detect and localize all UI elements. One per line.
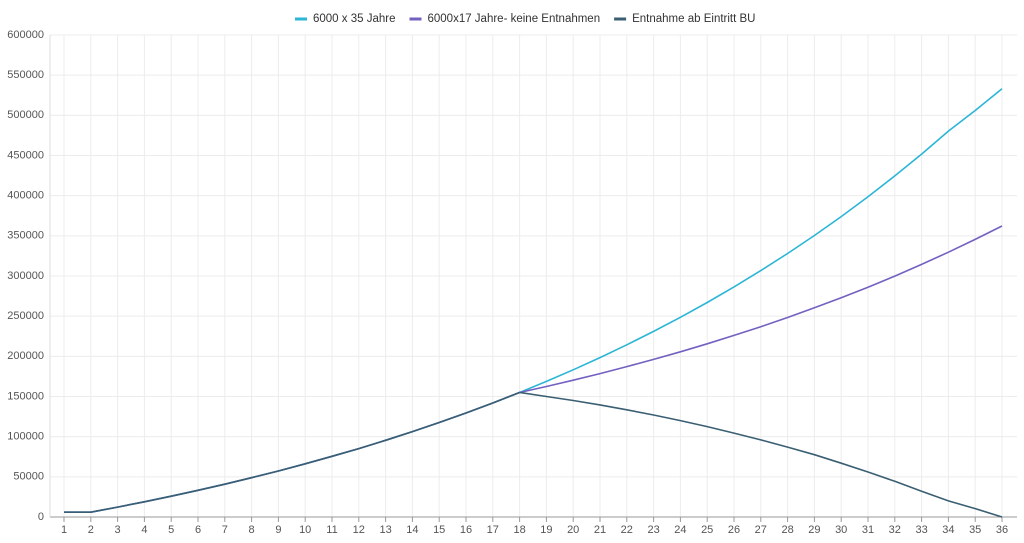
x-tick-label: 21 bbox=[594, 524, 606, 536]
x-tick-label: 14 bbox=[406, 524, 418, 536]
y-tick-label: 600000 bbox=[7, 29, 44, 41]
y-tick-label: 550000 bbox=[7, 69, 44, 81]
x-tick-label: 22 bbox=[621, 524, 633, 536]
legend: 6000 x 35 Jahre 6000x17 Jahre- keine Entn… bbox=[295, 13, 755, 25]
y-tick-label: 350000 bbox=[7, 230, 44, 242]
x-tick-label: 11 bbox=[326, 524, 337, 536]
x-tick-label: 24 bbox=[674, 524, 686, 536]
x-tick-label: 27 bbox=[755, 524, 767, 536]
series-line bbox=[64, 88, 1003, 513]
x-tick-label: 9 bbox=[275, 524, 281, 536]
x-tick-label: 1 bbox=[61, 524, 67, 536]
x-tick-label: 30 bbox=[835, 524, 847, 536]
y-tick-label: 50000 bbox=[13, 471, 44, 483]
x-tick-label: 13 bbox=[379, 524, 391, 536]
x-tick-label: 32 bbox=[889, 524, 901, 536]
x-tick-label: 26 bbox=[728, 524, 740, 536]
x-tick-label: 6 bbox=[195, 524, 201, 536]
x-tick-label: 12 bbox=[353, 524, 365, 536]
y-tick-label: 100000 bbox=[7, 431, 44, 443]
y-tick-label: 500000 bbox=[7, 109, 44, 121]
y-tick-label: 150000 bbox=[7, 390, 44, 402]
x-tick-label: 7 bbox=[222, 524, 228, 536]
y-tick-label: 250000 bbox=[7, 310, 44, 322]
x-tick-label: 29 bbox=[808, 524, 820, 536]
y-tick-label: 400000 bbox=[7, 190, 44, 202]
legend-label: 6000 x 35 Jahre bbox=[313, 13, 395, 25]
x-tick-label: 33 bbox=[915, 524, 927, 536]
legend-label: 6000x17 Jahre- keine Entnahmen bbox=[427, 13, 600, 25]
x-tick-label: 34 bbox=[942, 524, 954, 536]
x-tick-label: 31 bbox=[862, 524, 874, 536]
x-tick-label: 20 bbox=[567, 524, 579, 536]
series-line bbox=[64, 391, 1003, 518]
x-tick-label: 8 bbox=[249, 524, 255, 536]
y-tick-label: 450000 bbox=[7, 149, 44, 161]
y-tick-label: 0 bbox=[38, 511, 44, 523]
y-tick-label: 300000 bbox=[7, 270, 44, 282]
x-tick-label: 17 bbox=[487, 524, 499, 536]
y-tick-label: 200000 bbox=[7, 350, 44, 362]
x-tick-label: 28 bbox=[781, 524, 793, 536]
x-tick-label: 35 bbox=[969, 524, 981, 536]
x-tick-label: 2 bbox=[88, 524, 94, 536]
x-tick-label: 16 bbox=[460, 524, 472, 536]
x-tick-label: 23 bbox=[647, 524, 659, 536]
legend-label: Entnahme ab Eintritt BU bbox=[632, 13, 755, 25]
x-tick-label: 10 bbox=[299, 524, 311, 536]
x-tick-label: 15 bbox=[433, 524, 445, 536]
x-tick-label: 19 bbox=[540, 524, 552, 536]
x-tick-label: 36 bbox=[996, 524, 1008, 536]
x-tick-label: 3 bbox=[115, 524, 121, 536]
x-tick-label: 5 bbox=[168, 524, 174, 536]
x-tick-label: 4 bbox=[141, 524, 147, 536]
x-tick-label: 18 bbox=[513, 524, 525, 536]
x-tick-label: 25 bbox=[701, 524, 713, 536]
